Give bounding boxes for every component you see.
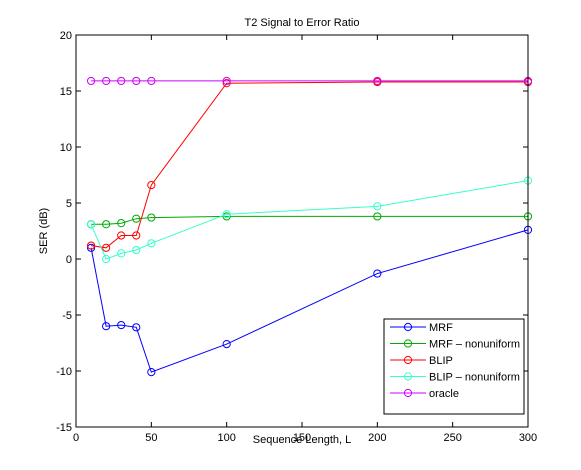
data-point [102,322,111,331]
x-tick-label: 150 [293,432,311,444]
x-tick-label: 250 [443,432,461,444]
legend-label: MRF [429,322,453,334]
series-layer [86,76,533,377]
data-point [132,214,141,223]
y-tick-label: 20 [60,30,72,42]
data-point [147,239,156,248]
series-line [91,215,528,225]
x-tick-label: 100 [217,432,235,444]
legend-marker [403,322,413,332]
legend: MRF MRF – nonuniform BLIP BLIP – nonuniform… [383,318,525,415]
data-point [373,76,382,86]
data-point [117,231,126,240]
series-line [91,81,528,249]
series-line [90,180,529,260]
data-point [222,340,231,349]
data-point [102,76,111,86]
y-ticks: -15 -10 -5 0 5 10 15 20 [56,30,528,434]
legend-label: BLIP – nonuniform [429,372,520,384]
x-tick-label: 300 [519,432,537,444]
data-point [86,76,96,86]
legend-marker [403,388,413,398]
data-point [373,212,382,221]
data-point [147,76,156,86]
data-point [147,213,156,222]
data-point [86,220,96,229]
data-point [117,219,126,228]
x-ticks: 0 50 100 150 200 250 300 [73,35,537,444]
x-tick-label: 50 [145,432,157,444]
y-tick-label: -5 [62,310,72,322]
legend-item: BLIP [390,355,453,367]
data-point [102,243,111,252]
y-tick-label: 0 [66,254,72,266]
data-point [102,254,111,264]
y-axis-label: SER (dB) [38,208,50,254]
legend-label: oracle [429,388,459,400]
data-point [373,269,382,278]
x-axis-label: Sequence Length, L [253,434,351,446]
data-point [222,212,231,221]
data-point [147,368,156,377]
data-point [222,79,231,88]
x-tick-label: 0 [73,432,79,444]
y-tick-label: 5 [66,198,72,210]
legend-box [383,318,525,415]
data-point [102,220,111,229]
legend-item: MRF [390,322,453,334]
data-point [222,210,231,219]
data-point [117,76,126,86]
data-point [147,180,156,190]
legend-marker [403,372,413,381]
x-tick-label: 200 [368,432,386,444]
data-point [222,76,231,86]
legend-label: MRF – nonuniform [429,339,520,351]
y-tick-label: -10 [56,366,72,378]
y-tick-label: 10 [60,142,72,154]
data-point [132,245,141,255]
y-tick-label: -15 [56,422,72,434]
data-point [132,76,141,86]
legend-label: BLIP [429,355,453,367]
data-point [117,249,126,258]
chart-title: T2 Signal to Error Ratio [245,17,360,29]
data-point [86,243,96,252]
data-point [373,202,382,211]
legend-item: BLIP – nonuniform [390,372,520,384]
legend-item: MRF – nonuniform [390,339,520,351]
series-0 [86,225,533,377]
legend-marker [403,339,413,348]
series-line [90,229,529,373]
data-point [132,323,141,332]
data-point [132,231,141,240]
data-point [117,320,126,330]
legend-marker [403,355,413,365]
data-point [86,241,96,250]
legend-item: oracle [390,388,459,400]
y-tick-label: 15 [60,86,72,98]
